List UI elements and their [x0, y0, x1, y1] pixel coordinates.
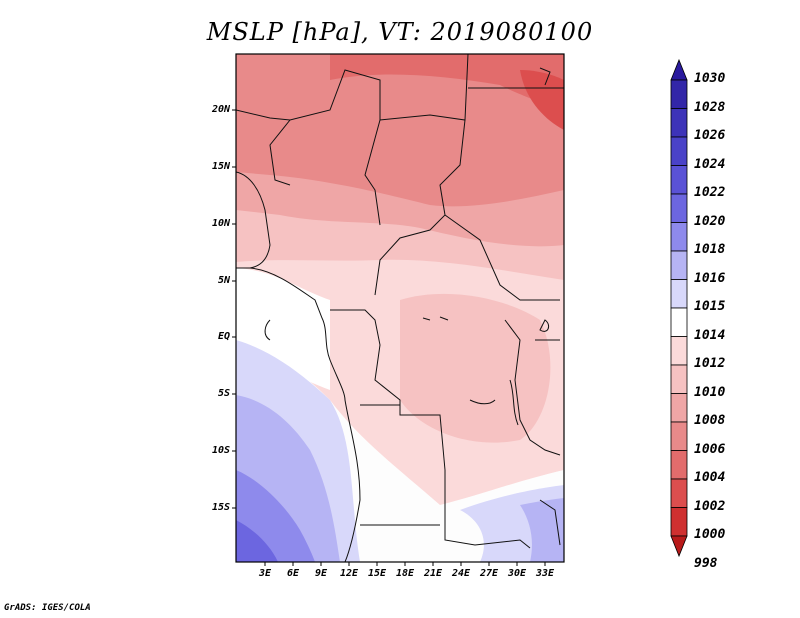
- colorbar-segment: [670, 421, 688, 451]
- lat-label: 5N: [217, 275, 230, 286]
- lon-label: 33E: [535, 568, 555, 579]
- coast-islet: [264, 319, 271, 341]
- lat-label: 15N: [211, 161, 230, 172]
- colorbar-segment: [670, 307, 688, 337]
- lake-victoria: [539, 319, 550, 332]
- colorbar-label: 1002: [694, 498, 726, 514]
- colorbar-segment: [670, 136, 688, 166]
- colorbar-segment: [670, 165, 688, 195]
- credit-text: GrADS: IGES/COLA: [4, 603, 91, 613]
- lon-label: 24E: [451, 568, 471, 579]
- colorbar-label: 1012: [694, 356, 726, 371]
- chart-title: MSLP [hPa], VT: 2019080100: [206, 18, 594, 46]
- border-4: [374, 119, 466, 296]
- colorbar-segment: [670, 478, 688, 508]
- colorbar-segment: [670, 336, 688, 366]
- map-frame: [235, 53, 565, 563]
- colorbar-label: 1015: [694, 299, 726, 314]
- colorbar-segment: [670, 364, 688, 394]
- colorbar-label: 1004: [694, 470, 726, 485]
- lat-label: 10S: [211, 445, 230, 456]
- border-11: [504, 319, 561, 456]
- colorbar-label: 1006: [694, 441, 726, 457]
- colorbar-label: 1010: [694, 384, 726, 400]
- coast-ne: [539, 67, 551, 86]
- lon-label: 30E: [507, 568, 527, 579]
- lakes: [422, 316, 449, 321]
- colorbar-label: 1024: [694, 156, 726, 172]
- ticks: [232, 109, 546, 566]
- lake-mweru: [469, 399, 496, 405]
- border-1: [236, 69, 381, 226]
- colorbar-label: 1028: [694, 99, 726, 115]
- field-1004: [330, 54, 564, 110]
- field-1006: [236, 54, 564, 207]
- lon-label: 9E: [314, 568, 328, 579]
- colorbar-segment: [670, 393, 688, 423]
- colorbar-label: 1008: [694, 413, 726, 428]
- field-1020: [236, 520, 278, 562]
- lat-label: 10N: [211, 218, 230, 229]
- colorbar-segment: [670, 250, 688, 280]
- colorbar-segment: [670, 222, 688, 252]
- border-2: [269, 119, 291, 186]
- lon-label: 27E: [479, 568, 499, 579]
- colorbar-segment: [670, 108, 688, 138]
- colorbar-segment: [670, 193, 688, 223]
- field-1014: [236, 268, 330, 390]
- colorbar-segment: [670, 450, 688, 480]
- colorbar-label: 1014: [694, 327, 726, 343]
- colorbar-label: 1026: [694, 128, 726, 143]
- colorbar-label: 1018: [694, 242, 726, 257]
- lon-label: 21E: [423, 568, 443, 579]
- colorbar-label: 1022: [694, 185, 726, 200]
- border-3: [379, 54, 469, 121]
- lon-label: 12E: [339, 568, 359, 579]
- colorbar-segment: [670, 279, 688, 309]
- lon-label: 15E: [367, 568, 387, 579]
- field-1002: [520, 70, 564, 130]
- colorbar-label: 1030: [694, 71, 726, 86]
- border-9: [444, 470, 531, 549]
- border-7: [330, 309, 446, 471]
- borders: [236, 54, 564, 562]
- pressure-field: [236, 54, 564, 562]
- lon-label: 18E: [395, 568, 415, 579]
- lat-label: 5S: [217, 388, 230, 399]
- lat-label: 15S: [211, 502, 230, 513]
- lon-label: 6E: [286, 568, 300, 579]
- colorbar-segment: [670, 79, 688, 109]
- lat-label: EQ: [217, 331, 230, 342]
- border-5: [444, 214, 560, 301]
- lake-tanganyika: [509, 379, 519, 426]
- border-13: [539, 499, 561, 546]
- field-1016-south: [520, 498, 564, 562]
- colorbar-label: 1016: [694, 270, 726, 286]
- colorbar-arrow-top: [670, 58, 688, 81]
- colorbar-segment: [670, 507, 688, 537]
- colorbar-arrow-bottom: [670, 535, 688, 558]
- lon-label: 3E: [258, 568, 272, 579]
- colorbar-label: 1000: [694, 527, 726, 542]
- colorbar-label: 1020: [694, 213, 726, 229]
- lat-label: 20N: [211, 104, 230, 115]
- west-coast-north: [236, 171, 271, 269]
- colorbar-label: 998: [694, 555, 718, 571]
- west-coast: [249, 267, 361, 562]
